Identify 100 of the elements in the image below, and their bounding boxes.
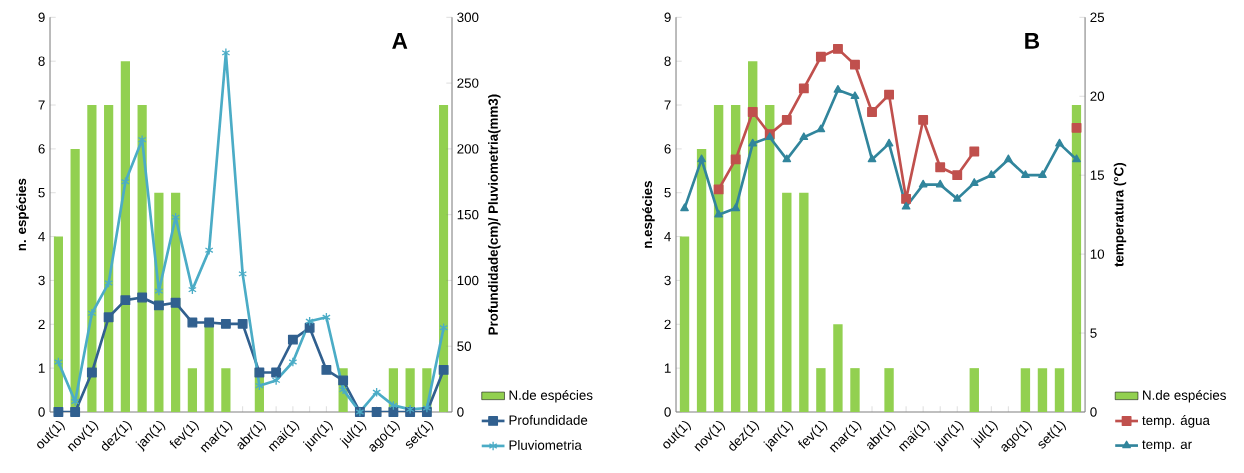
- y2-tick-label: 150: [457, 209, 479, 220]
- point: [952, 193, 962, 202]
- bar: [850, 368, 860, 412]
- point: [697, 154, 706, 163]
- y-tick-label: 6: [38, 144, 45, 154]
- point: [388, 407, 399, 417]
- point: [103, 312, 114, 323]
- point: [371, 407, 382, 417]
- point: [187, 317, 198, 328]
- point: [305, 316, 314, 327]
- y-tick-label: 4: [664, 231, 671, 242]
- point: [204, 245, 214, 256]
- point: [867, 154, 877, 163]
- bar: [204, 324, 214, 412]
- point: [254, 367, 265, 378]
- point: [389, 400, 398, 411]
- point: [238, 268, 247, 279]
- legend-label: N.de espécies: [1143, 389, 1226, 403]
- bar: [187, 368, 197, 412]
- point: [321, 364, 332, 375]
- bar: [730, 105, 741, 412]
- point: [850, 59, 860, 70]
- y2-tick-label: 10: [1090, 249, 1105, 259]
- bar: [969, 368, 979, 412]
- bar: [120, 61, 130, 412]
- y-tick-label: 8: [38, 56, 45, 66]
- y2-axis-title: Profundidade(cm)/ Pluviometria(mm3): [488, 94, 501, 335]
- point: [338, 375, 349, 386]
- point: [338, 384, 348, 395]
- point: [680, 203, 689, 212]
- bar: [884, 368, 894, 412]
- y-axis-title: n.espécies: [642, 181, 655, 248]
- point: [220, 318, 231, 329]
- bar: [1054, 368, 1065, 412]
- y-tick-label: 3: [38, 275, 45, 286]
- bar: [748, 61, 758, 412]
- point: [322, 312, 331, 323]
- point: [271, 367, 282, 378]
- point: [287, 334, 298, 345]
- y2-tick-label: 100: [457, 275, 479, 286]
- y-axis-title: n. espécies: [16, 178, 29, 251]
- y2-tick-label: 200: [457, 144, 479, 154]
- y-tick-label: 6: [664, 144, 671, 154]
- point: [1072, 154, 1081, 163]
- y-tick-label: 5: [664, 188, 671, 198]
- bar: [696, 148, 707, 412]
- point: [70, 407, 81, 417]
- point: [87, 308, 97, 319]
- bar: [799, 192, 809, 412]
- bar: [1071, 105, 1082, 412]
- point: [867, 107, 877, 117]
- bar: [765, 105, 775, 412]
- legend-label: N.de espécies: [509, 389, 593, 403]
- bar: [816, 368, 826, 412]
- point: [781, 115, 792, 125]
- point: [799, 132, 809, 141]
- point: [833, 43, 843, 54]
- point: [439, 322, 448, 333]
- y-tick-label: 3: [664, 275, 671, 286]
- y2-tick-label: 250: [457, 78, 479, 88]
- y-tick-label: 0: [38, 407, 45, 417]
- point: [237, 318, 248, 329]
- point: [782, 154, 792, 163]
- point: [438, 364, 449, 375]
- point: [137, 292, 148, 303]
- point: [170, 297, 181, 308]
- y-tick-label: 5: [38, 188, 45, 198]
- y-tick-label: 9: [664, 12, 671, 23]
- point: [884, 89, 894, 100]
- point: [815, 51, 826, 62]
- point: [120, 295, 131, 306]
- y-tick-label: 0: [664, 407, 671, 417]
- point: [1004, 154, 1013, 163]
- bar: [439, 105, 449, 412]
- point: [304, 322, 315, 333]
- point: [714, 209, 723, 218]
- point: [901, 201, 911, 210]
- point: [918, 115, 929, 125]
- y2-tick-label: 25: [1090, 12, 1105, 23]
- bar: [782, 192, 792, 412]
- y-tick-label: 4: [38, 231, 45, 242]
- point: [1021, 170, 1030, 178]
- text: A: [392, 33, 408, 49]
- y-tick-label: 2: [664, 319, 671, 329]
- bar: [1037, 368, 1048, 412]
- text: B: [1025, 33, 1040, 49]
- point: [833, 85, 843, 93]
- y2-tick-label: 0: [1090, 407, 1097, 417]
- point: [850, 91, 860, 100]
- y-tick-label: 7: [38, 100, 45, 110]
- legend-label: temp. ar: [1142, 440, 1192, 452]
- point: [969, 178, 979, 186]
- y-tick-label: 1: [38, 363, 45, 373]
- bar: [87, 105, 97, 412]
- point: [204, 317, 215, 328]
- y-tick-label: 1: [664, 363, 671, 373]
- y2-tick-label: 5: [1090, 328, 1097, 338]
- point: [748, 138, 758, 147]
- point: [1038, 170, 1047, 178]
- bar: [104, 105, 114, 412]
